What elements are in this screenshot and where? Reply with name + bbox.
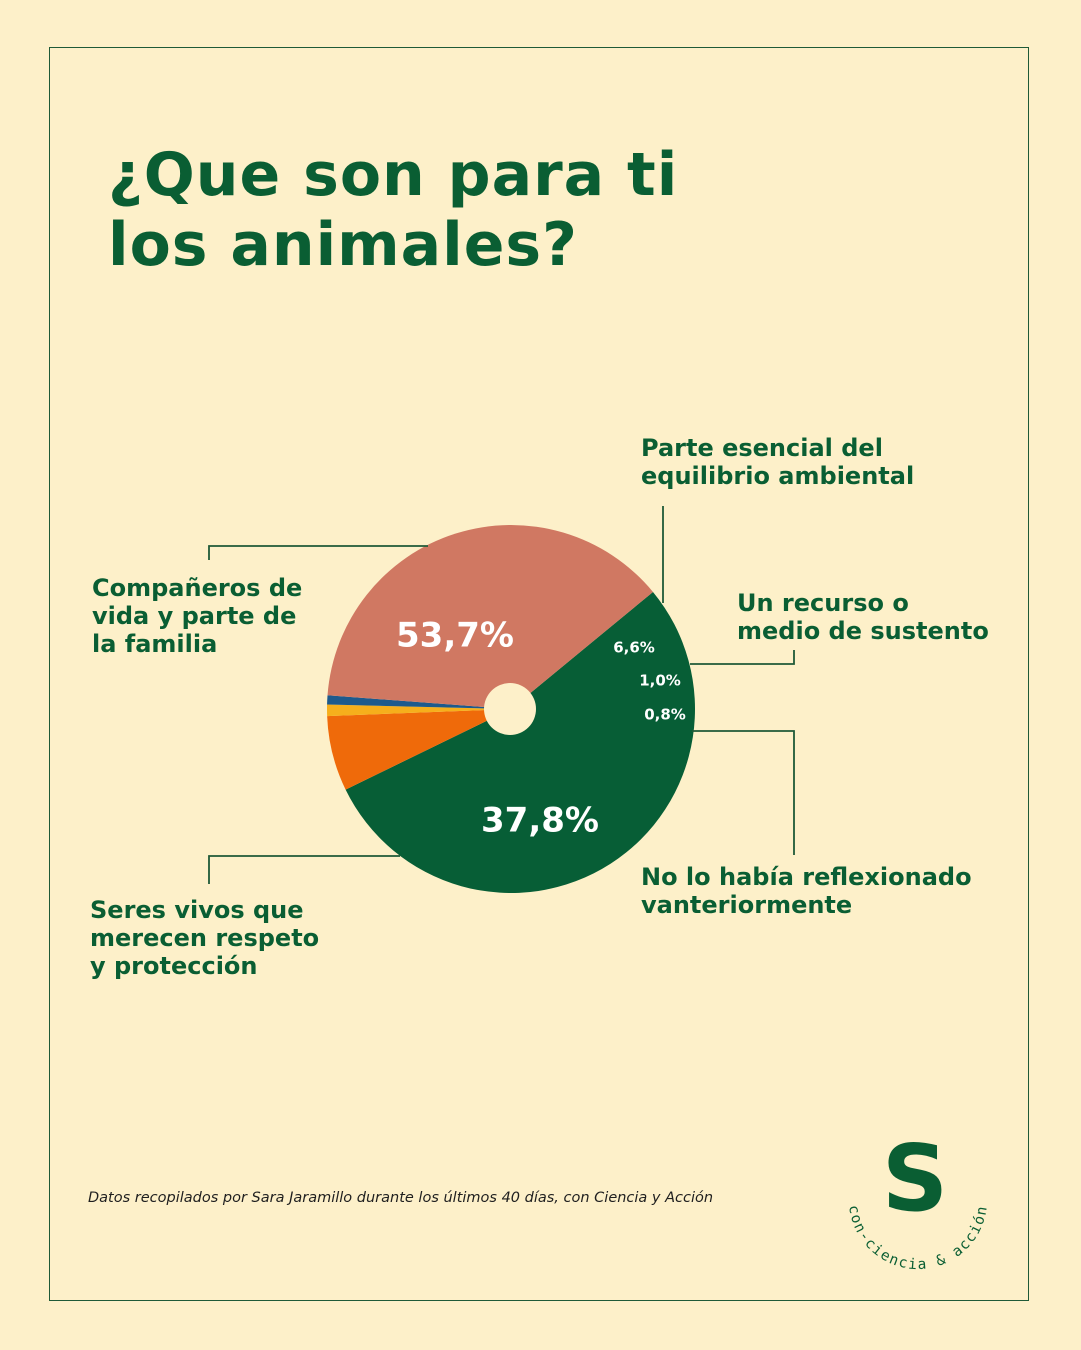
value-labels: 53,7% 6,6% 1,0% 0,8% 37,8%	[396, 616, 686, 841]
label-line: merecen respeto	[90, 924, 320, 952]
title-line-2: los animales?	[108, 210, 578, 280]
value-label-seres-vivos: 37,8%	[481, 801, 599, 841]
pie-slice-recurso	[327, 704, 511, 717]
label-line: vanteriormente	[641, 891, 853, 919]
label-line: Compañeros de	[92, 574, 303, 602]
footnote: Datos recopilados por Sara Jaramillo dur…	[88, 1190, 714, 1206]
legend-label-recurso: Un recurso o medio de sustento	[737, 589, 989, 645]
value-label-recurso: 1,0%	[639, 672, 681, 690]
leader-line-companeros	[208, 545, 428, 560]
pie-slice-companeros	[345, 591, 696, 893]
label-line: medio de sustento	[737, 617, 989, 645]
leader-line-recurso	[690, 650, 795, 665]
label-line: vida y parte de	[92, 602, 297, 630]
pie-slice-seres-vivos	[327, 525, 653, 709]
label-line: No lo había reflexionado	[641, 863, 972, 891]
label-line: equilibrio ambiental	[641, 462, 915, 490]
label-line: y protección	[90, 952, 258, 980]
page-title: ¿Que son para ti los animales?	[108, 140, 808, 280]
legend-label-parte-esencial: Parte esencial del equilibrio ambiental	[641, 434, 914, 490]
legend-label-companeros: Compañeros de vida y parte de la familia	[92, 574, 302, 658]
value-label-no-reflexionado: 0,8%	[644, 706, 686, 724]
label-line: Parte esencial del	[641, 434, 883, 462]
label-line: Un recurso o	[737, 589, 909, 617]
logo-mark: S	[882, 1128, 948, 1232]
legend-label-seres-vivos: Seres vivos que merecen respeto y protec…	[90, 896, 319, 980]
value-label-parte-esencial: 6,6%	[613, 639, 655, 657]
leader-line-no-reflexionado	[692, 730, 795, 855]
label-line: Seres vivos que	[90, 896, 304, 924]
pie-slice-parte-esencial	[327, 709, 511, 790]
pie-slice-no-reflexionado	[327, 695, 511, 709]
page-frame	[49, 47, 1029, 1301]
brand-logo: S con-ciencia & acción	[845, 1128, 989, 1273]
title-line-1: ¿Que son para ti	[108, 140, 679, 210]
label-line: la familia	[92, 630, 218, 658]
pie-slices	[327, 525, 696, 893]
value-label-companeros: 53,7%	[396, 616, 514, 656]
donut-hole	[484, 683, 536, 735]
leader-line-seres-vivos	[208, 855, 400, 884]
legend-label-no-reflexionado: No lo había reflexionado vanteriormente	[641, 863, 972, 919]
leader-lines	[208, 506, 795, 884]
